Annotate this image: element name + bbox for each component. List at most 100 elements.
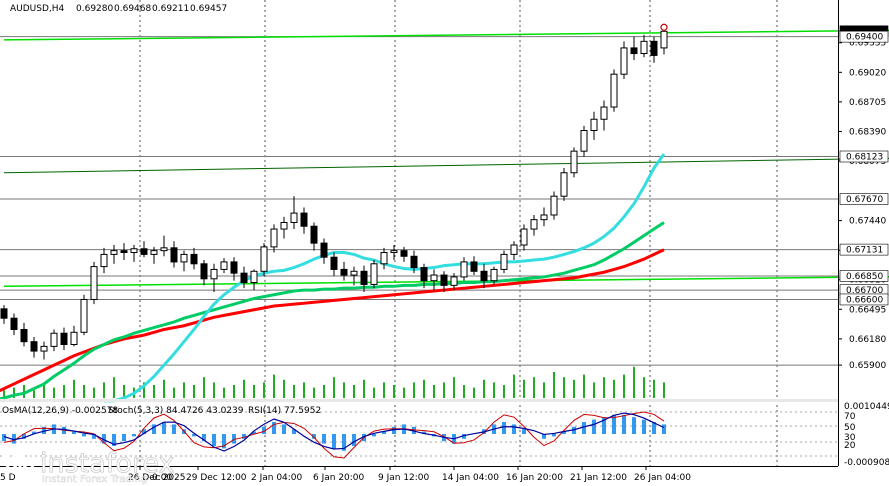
- candle-body-47: [470, 261, 478, 272]
- candle-body-31: [310, 225, 318, 244]
- volume-bar-33: [333, 377, 335, 398]
- volume-bar-51: [513, 374, 515, 398]
- osma-bar-51: [512, 424, 516, 434]
- price-label-7: 0.66600: [846, 295, 883, 305]
- volume-bar-17: [173, 387, 175, 398]
- volume-bar-5: [53, 387, 55, 398]
- stoch-line: [3, 411, 665, 459]
- osma-bar-38: [382, 431, 386, 434]
- ohlc-high: 0.69468: [114, 4, 151, 14]
- volume-bar-48: [483, 379, 485, 398]
- price-tick-9: 0.66180: [849, 335, 886, 345]
- rsi-line: [3, 412, 665, 452]
- volume-bar-62: [623, 374, 625, 398]
- osma-bar-28: [282, 424, 286, 434]
- candle-body-6: [60, 332, 68, 346]
- candle-body-65: [650, 40, 658, 56]
- volume-bar-58: [583, 374, 585, 398]
- osma-bar-8: [82, 434, 86, 437]
- osma-bar-16: [162, 422, 166, 434]
- volume-bar-12: [123, 385, 125, 398]
- osma-bar-27: [272, 422, 276, 434]
- volume-bar-28: [283, 379, 285, 398]
- volume-bar-47: [473, 387, 475, 398]
- osma-bar-14: [142, 429, 146, 434]
- candle-body-64: [640, 40, 648, 55]
- candle-body-34: [340, 268, 348, 276]
- osma-bar-13: [132, 434, 136, 437]
- chart-symbol: AUDUSD,H4: [10, 4, 65, 14]
- candle-body-48: [480, 270, 488, 282]
- volume-bar-63: [633, 366, 635, 398]
- volume-bar-9: [93, 387, 95, 398]
- candle-body-41: [410, 255, 418, 269]
- candle-body-42: [420, 267, 428, 282]
- ohlc-open: 0.69280: [76, 4, 113, 14]
- candle-body-26: [260, 246, 268, 272]
- indicator-separator: [0, 399, 838, 402]
- volume-bar-15: [153, 385, 155, 398]
- candle-body-57: [570, 150, 578, 174]
- candle-body-61: [610, 73, 618, 108]
- volume-bar-11: [113, 377, 115, 398]
- candle-body-29: [290, 212, 298, 223]
- volume-bar-4: [43, 382, 45, 398]
- candle-body-52: [520, 228, 528, 246]
- price-label-2: 0.68123: [846, 153, 883, 163]
- candle-body-66: [660, 30, 668, 49]
- time-label-5: 14 Jan 04:00: [442, 473, 499, 483]
- candle-body-15: [150, 250, 158, 255]
- candle-body-62: [620, 47, 628, 75]
- volume-bar-26: [263, 382, 265, 398]
- volume-bar-49: [493, 382, 495, 398]
- price-label-1: 0.69400: [846, 33, 883, 43]
- osma-bar-52: [522, 429, 526, 434]
- volume-bar-57: [573, 379, 575, 398]
- osma-bar-32: [322, 434, 326, 444]
- volume-bar-2: [23, 385, 25, 398]
- osma-bar-33: [332, 434, 336, 449]
- osma-bar-4: [42, 426, 46, 434]
- volume-bar-38: [383, 382, 385, 398]
- volume-bar-37: [373, 387, 375, 398]
- osma-bar-12: [122, 434, 126, 442]
- osma-bar-2: [22, 434, 26, 439]
- candle-body-37: [370, 263, 378, 285]
- volume-bar-44: [443, 382, 445, 398]
- osma-bar-50: [502, 422, 506, 434]
- watermark-brand: instaforex: [40, 448, 174, 479]
- candle-body-44: [440, 274, 448, 286]
- candle-body-35: [350, 270, 358, 276]
- candle-body-50: [500, 253, 508, 270]
- volume-bar-42: [423, 379, 425, 398]
- volume-bar-25: [253, 385, 255, 398]
- volume-bar-46: [463, 385, 465, 398]
- price-tick-5: 0.67440: [849, 217, 886, 227]
- time-label-6: 16 Jan 20:00: [506, 473, 563, 483]
- volume-bar-34: [343, 382, 345, 398]
- volume-bar-40: [403, 387, 405, 398]
- candle-body-33: [330, 256, 338, 270]
- volume-bar-16: [163, 379, 165, 398]
- candle-body-18: [180, 253, 188, 263]
- osma-bar-22: [222, 434, 226, 449]
- indicator-tick-3: 30: [844, 433, 856, 443]
- osma-bar-63: [632, 417, 636, 434]
- volume-bar-52: [523, 379, 525, 398]
- price-tick-2: 0.68705: [849, 98, 886, 108]
- osma-bar-20: [202, 434, 206, 442]
- price-label-6: 0.66700: [846, 286, 883, 296]
- candle-body-20: [200, 263, 208, 280]
- candle-body-1: [10, 317, 18, 330]
- osma-bar-39: [392, 426, 396, 434]
- candle-body-63: [630, 47, 638, 55]
- candle-body-36: [360, 270, 368, 285]
- osma-bar-37: [372, 434, 376, 437]
- volume-bar-18: [183, 382, 185, 398]
- candle-body-9: [90, 266, 98, 300]
- volume-bar-6: [63, 385, 65, 398]
- osma-bar-65: [652, 422, 656, 434]
- volume-bar-27: [273, 374, 275, 398]
- indicator-tick-4: 20: [844, 441, 856, 451]
- volume-bar-20: [203, 377, 205, 398]
